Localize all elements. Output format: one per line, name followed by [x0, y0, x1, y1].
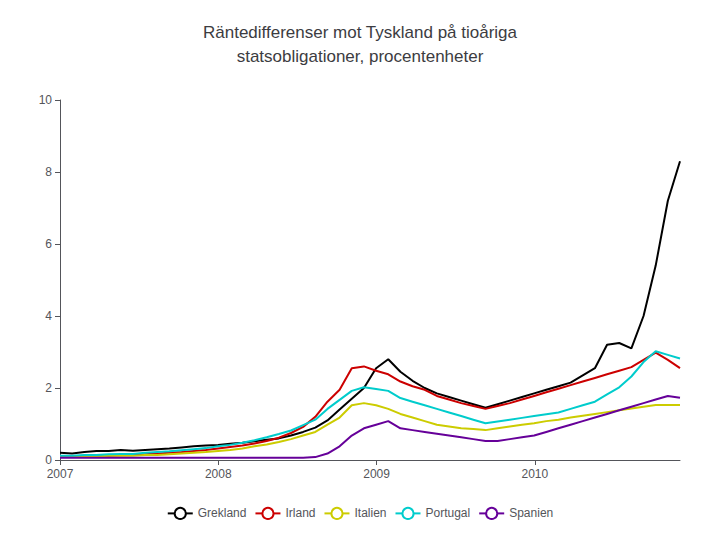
- svg-text:6: 6: [45, 237, 52, 251]
- svg-text:4: 4: [45, 309, 52, 323]
- svg-text:2: 2: [45, 381, 52, 395]
- svg-text:0: 0: [45, 453, 52, 467]
- svg-text:8: 8: [45, 165, 52, 179]
- svg-text:Räntedifferenser mot Tyskland: Räntedifferenser mot Tyskland på tioårig…: [203, 23, 518, 42]
- svg-text:10: 10: [39, 93, 53, 107]
- svg-text:statsobligationer, procentenhe: statsobligationer, procentenheter: [237, 47, 484, 66]
- svg-text:Irland: Irland: [285, 506, 315, 520]
- svg-text:Grekland: Grekland: [198, 506, 247, 520]
- svg-text:2009: 2009: [363, 467, 390, 481]
- svg-text:2010: 2010: [522, 467, 549, 481]
- svg-text:Italien: Italien: [354, 506, 386, 520]
- svg-text:Portugal: Portugal: [425, 506, 470, 520]
- svg-text:2007: 2007: [47, 467, 74, 481]
- svg-text:Spanien: Spanien: [509, 506, 553, 520]
- svg-text:2008: 2008: [205, 467, 232, 481]
